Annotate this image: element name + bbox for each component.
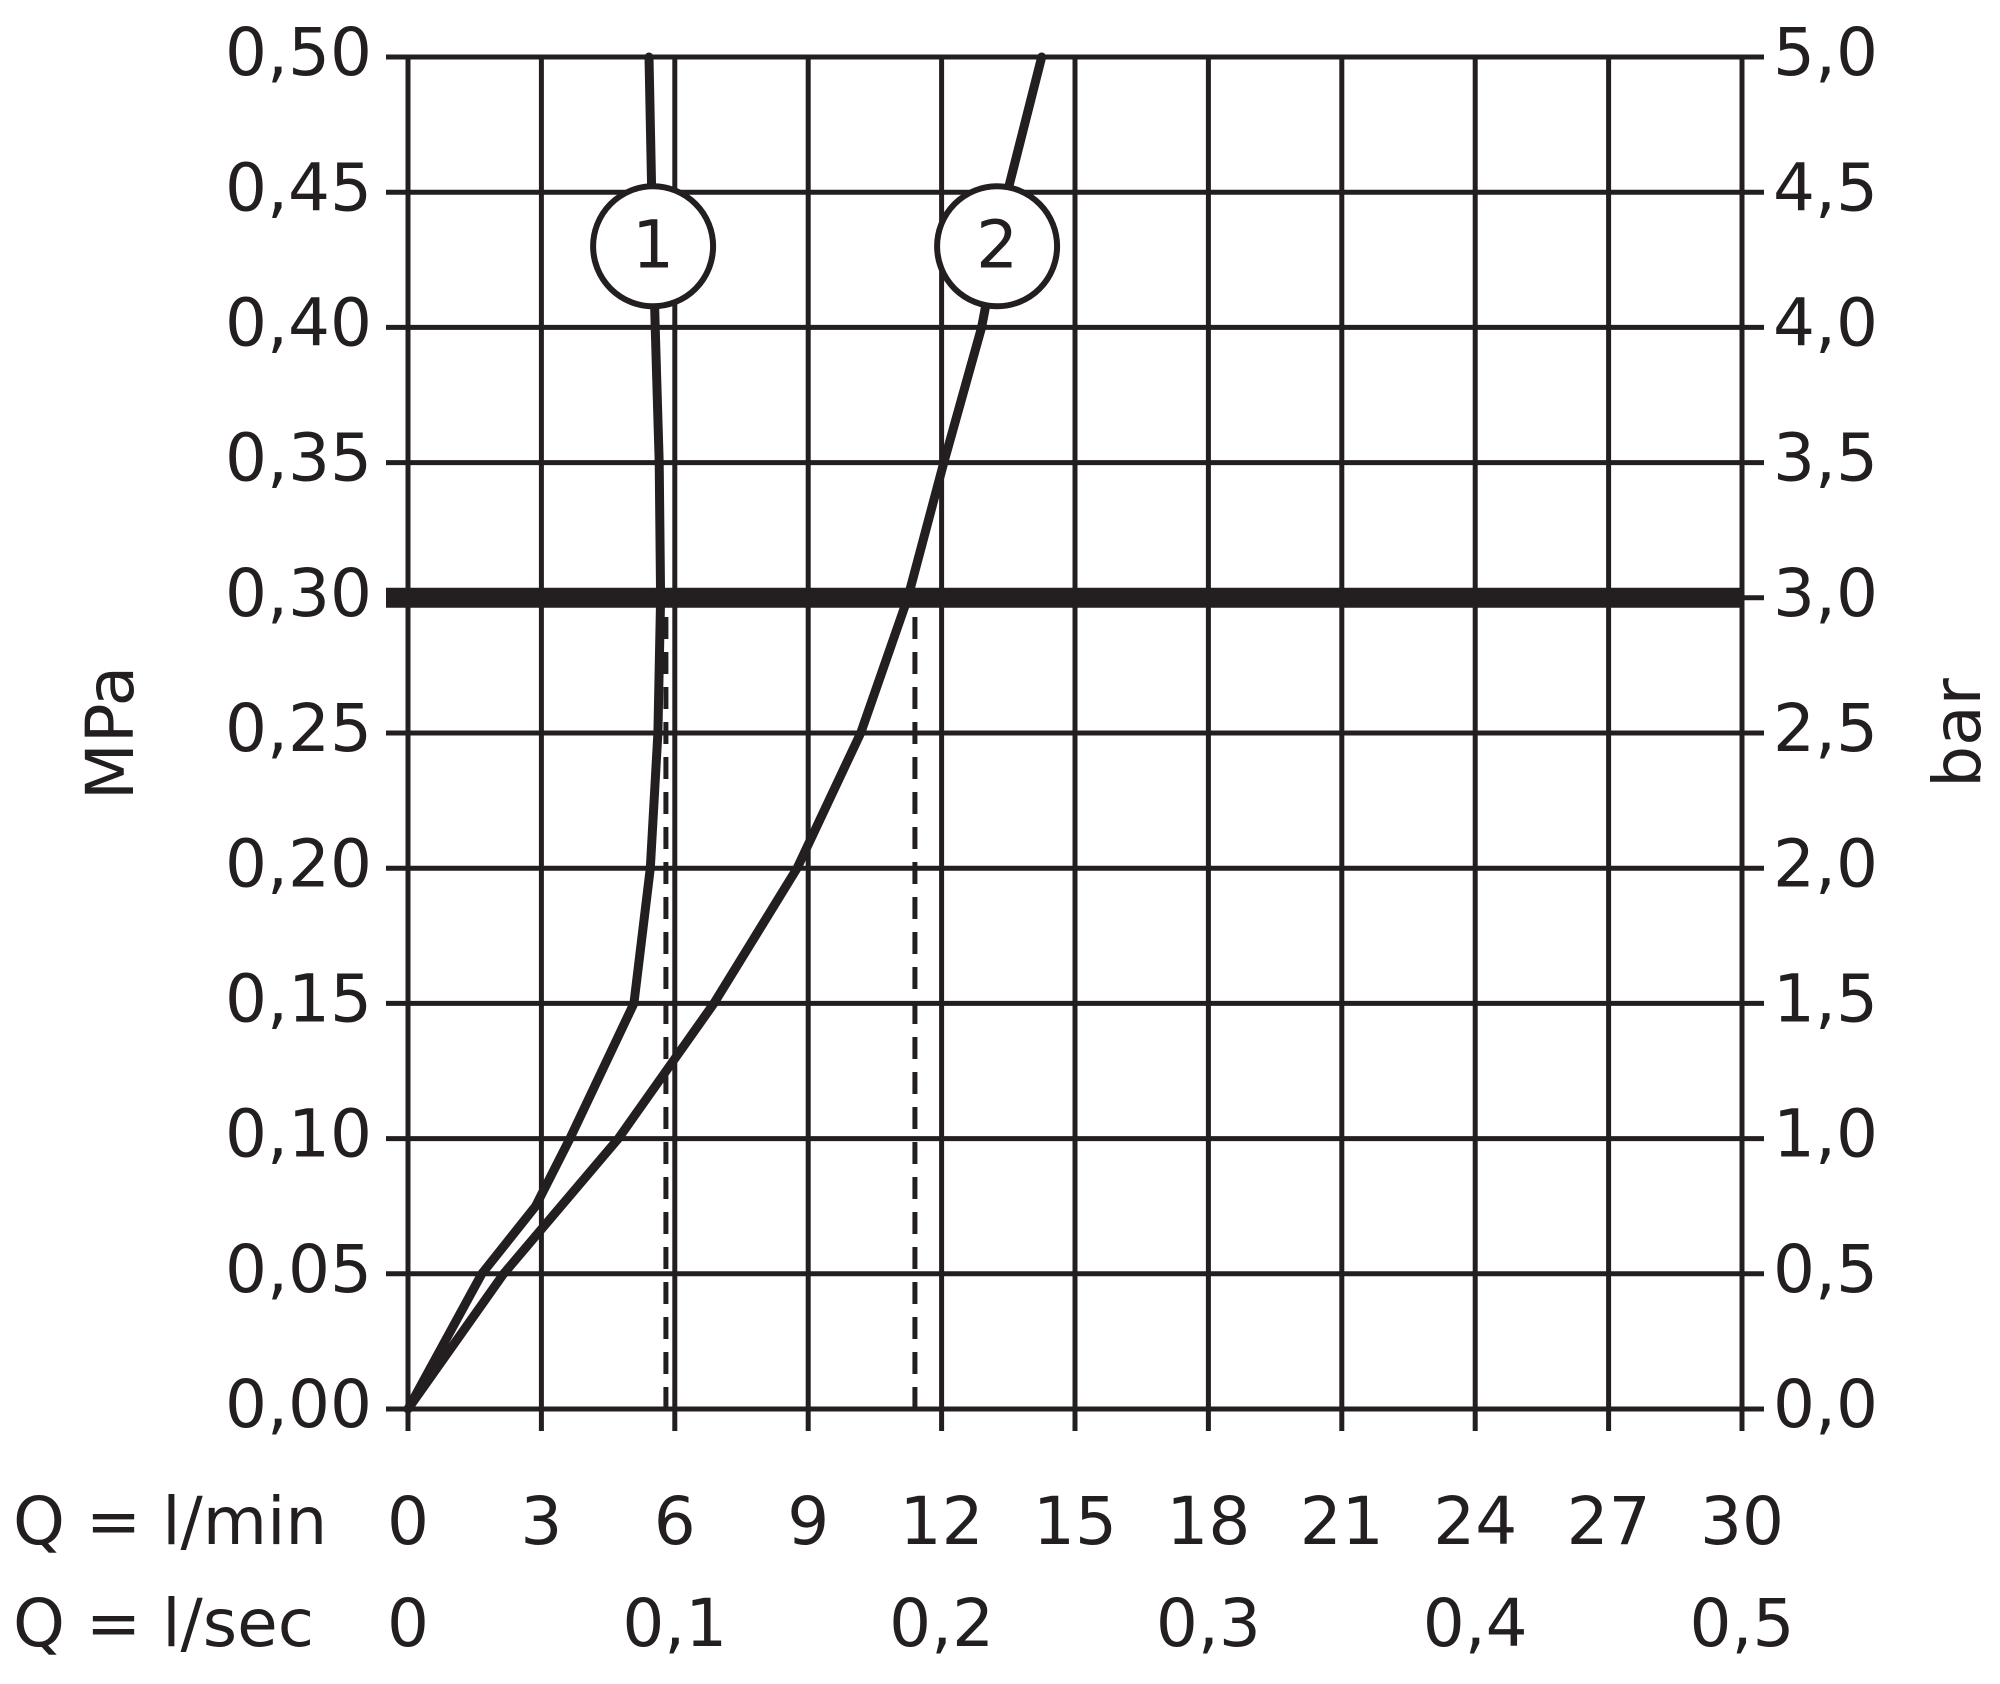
y2-tick-label: 5,0 <box>1773 14 1878 91</box>
series-label-circle <box>590 183 717 310</box>
y-tick-label: 0,40 <box>225 284 372 361</box>
y-tick-label: 0,25 <box>225 690 372 767</box>
y-axis-label: MPa <box>72 666 149 800</box>
y-tick-label: 0,15 <box>225 960 372 1037</box>
x2-tick-label: 0 <box>387 1585 429 1662</box>
y-tick-label: 0,20 <box>225 825 372 902</box>
x-axis-label: Q = l/min <box>13 1483 327 1560</box>
plot-frame <box>405 54 1745 1412</box>
y-tick-label: 0,30 <box>225 555 372 632</box>
y2-tick-label: 2,5 <box>1773 690 1878 767</box>
x-tick-label: 0 <box>387 1483 429 1560</box>
y2-tick-label: 4,0 <box>1773 284 1878 361</box>
x2-tick-label: 0,3 <box>1156 1585 1261 1662</box>
x-tick-label: 6 <box>654 1483 696 1560</box>
y2-tick-label: 2,0 <box>1773 825 1878 902</box>
y2-tick-label: 3,5 <box>1773 420 1878 497</box>
y-tick-label: 0,35 <box>225 420 372 497</box>
x-tick-label: 18 <box>1166 1483 1250 1560</box>
x-tick-label: 12 <box>900 1483 984 1560</box>
y-tick-label: 0,05 <box>225 1231 372 1308</box>
y2-tick-label: 1,5 <box>1773 960 1878 1037</box>
x2-axis-label: Q = l/sec <box>13 1585 314 1662</box>
y2-axis-label: bar <box>1919 677 1996 787</box>
x2-tick-label: 0,4 <box>1423 1585 1528 1662</box>
y2-tick-label: 4,5 <box>1773 149 1878 226</box>
y-tick-label: 0,00 <box>225 1366 372 1443</box>
y-tick-label: 0,45 <box>225 149 372 226</box>
y2-tick-label: 0,5 <box>1773 1231 1878 1308</box>
y-tick-label: 0,10 <box>225 1096 372 1173</box>
x-tick-label: 3 <box>520 1483 562 1560</box>
y2-tick-label: 1,0 <box>1773 1096 1878 1173</box>
x-tick-label: 24 <box>1433 1483 1517 1560</box>
y-tick-label: 0,50 <box>225 14 372 91</box>
x-tick-label: 9 <box>787 1483 829 1560</box>
y2-tick-label: 3,0 <box>1773 555 1878 632</box>
x-tick-label: 30 <box>1700 1483 1784 1560</box>
x2-tick-label: 0,1 <box>622 1585 727 1662</box>
x-tick-label: 15 <box>1033 1483 1117 1560</box>
y2-tick-label: 0,0 <box>1773 1366 1878 1443</box>
x2-tick-label: 0,2 <box>889 1585 994 1662</box>
series-label-circle <box>934 183 1061 310</box>
x-tick-label: 21 <box>1300 1483 1384 1560</box>
x-tick-label: 27 <box>1567 1483 1651 1560</box>
series-label: 1 <box>632 206 674 283</box>
x2-tick-label: 0,5 <box>1690 1585 1795 1662</box>
series-label: 2 <box>976 206 1018 283</box>
